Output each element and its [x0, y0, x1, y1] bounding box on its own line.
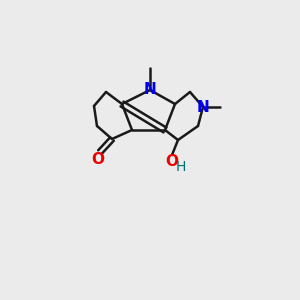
Text: N: N: [144, 82, 156, 98]
Text: H: H: [176, 160, 186, 174]
Text: O: O: [166, 154, 178, 169]
Text: O: O: [92, 152, 104, 166]
Text: N: N: [196, 100, 209, 115]
